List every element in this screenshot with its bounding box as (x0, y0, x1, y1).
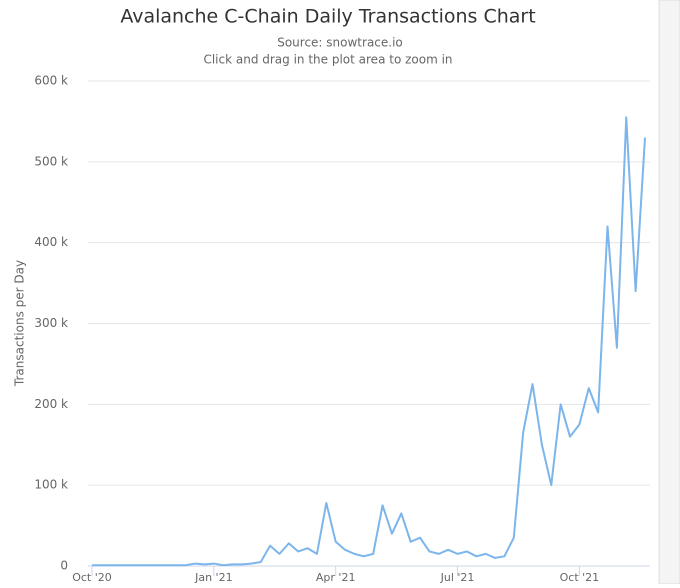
x-tick-label: Jul '21 (440, 571, 475, 584)
chart-title: Avalanche C-Chain Daily Transactions Cha… (120, 6, 535, 28)
side-panel (658, 0, 680, 585)
x-tick-label: Apr '21 (316, 571, 356, 584)
y-tick-label: 0 (60, 559, 68, 573)
data-line (92, 116, 646, 567)
y-tick-label: 300 k (34, 316, 68, 330)
x-tick-label: Oct '20 (72, 571, 112, 584)
x-tick-label: Oct '21 (560, 571, 600, 584)
y-tick-label: 200 k (34, 397, 68, 411)
y-tick-label: 600 k (34, 74, 68, 88)
y-axis-title: Transactions per Day (13, 260, 27, 387)
annotation: Click and drag in the plot area to zoom … (203, 53, 452, 67)
y-tick-label: 100 k (34, 478, 68, 492)
x-tick-label: Jan '21 (194, 571, 232, 584)
chart-subtitle: Source: snowtrace.io (277, 36, 403, 50)
y-tick-label: 500 k (34, 154, 68, 168)
y-tick-label: 400 k (34, 235, 68, 249)
